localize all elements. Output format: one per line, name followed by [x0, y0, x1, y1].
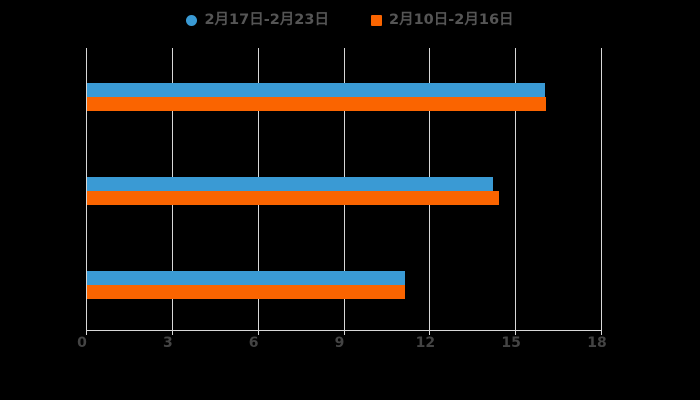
bar-2-0[interactable]	[87, 270, 405, 285]
bar-1-1[interactable]	[87, 190, 499, 205]
bar-1-0[interactable]	[87, 176, 494, 191]
tick-mark-3	[171, 330, 173, 335]
tick-mark-6	[257, 330, 259, 335]
tick-mark-15	[515, 330, 517, 335]
legend-label-series-2: 2月10日-2月16日	[389, 11, 514, 28]
gridline-18	[601, 48, 602, 330]
x-tick-label-9: 9	[334, 335, 345, 351]
x-tick-label-3: 3	[162, 335, 173, 351]
gridline-15	[515, 48, 517, 330]
tick-mark-9	[343, 330, 345, 335]
x-tick-label-0: 0	[77, 335, 87, 351]
legend-marker-circle-icon	[186, 14, 198, 26]
legend-label-series-1: 2月17日-2月23日	[204, 11, 329, 28]
bar-0-0[interactable]	[87, 82, 545, 97]
chart-legend: 2月17日-2月23日 2月10日-2月16日	[0, 8, 700, 32]
x-tick-label-12: 12	[415, 335, 436, 351]
bar-0-1[interactable]	[87, 96, 547, 111]
tick-mark-18	[601, 330, 602, 335]
x-tick-label-6: 6	[248, 335, 259, 351]
y-axis-line	[86, 48, 87, 330]
x-tick-label-18: 18	[587, 335, 607, 351]
bar-2-1[interactable]	[87, 284, 405, 299]
tick-mark-12	[429, 330, 431, 335]
tick-mark-0	[86, 330, 87, 335]
legend-marker-square-icon	[371, 14, 382, 26]
legend-item-series-1[interactable]: 2月17日-2月23日	[186, 13, 329, 28]
legend-item-series-2[interactable]: 2月10日-2月16日	[371, 13, 514, 28]
x-tick-label-15: 15	[501, 335, 521, 351]
